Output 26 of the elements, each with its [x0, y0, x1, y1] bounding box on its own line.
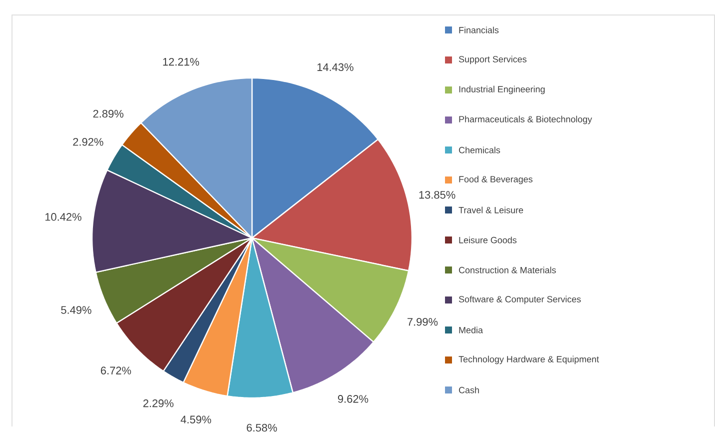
legend-label: Financials	[459, 26, 499, 34]
data-label: 10.42%	[45, 213, 82, 221]
legend-label: Construction & Materials	[458, 266, 556, 274]
legend-label: Chemicals	[458, 146, 500, 154]
legend-label: Travel & Leisure	[458, 206, 524, 214]
legend-label: Technology Hardware & Equipment	[458, 356, 599, 364]
data-label: 13.85%	[419, 191, 456, 199]
data-label: 7.99%	[408, 318, 438, 326]
legend-label: Media	[459, 326, 483, 334]
data-label: 12.21%	[163, 58, 200, 66]
data-label: 14.43%	[317, 63, 354, 72]
data-label: 9.62%	[338, 395, 368, 403]
legend-label: Software & Computer Services	[458, 296, 581, 304]
legend-label: Leisure Goods	[459, 236, 517, 244]
data-label: 5.49%	[61, 306, 92, 314]
data-label: 2.92%	[73, 138, 104, 146]
data-label: 4.59%	[180, 416, 212, 424]
legend-label: Cash	[458, 386, 479, 394]
data-label: 2.29%	[143, 399, 174, 408]
data-label: 6.58%	[246, 424, 277, 432]
legend-label: Food & Beverages	[459, 176, 532, 184]
legend-label: Pharmaceuticals & Biotechnology	[459, 116, 592, 124]
legend-label: Support Services	[458, 56, 526, 64]
data-label: 6.72%	[100, 366, 132, 374]
legend-label: Industrial Engineering	[459, 86, 545, 94]
data-label: 2.89%	[93, 110, 124, 118]
